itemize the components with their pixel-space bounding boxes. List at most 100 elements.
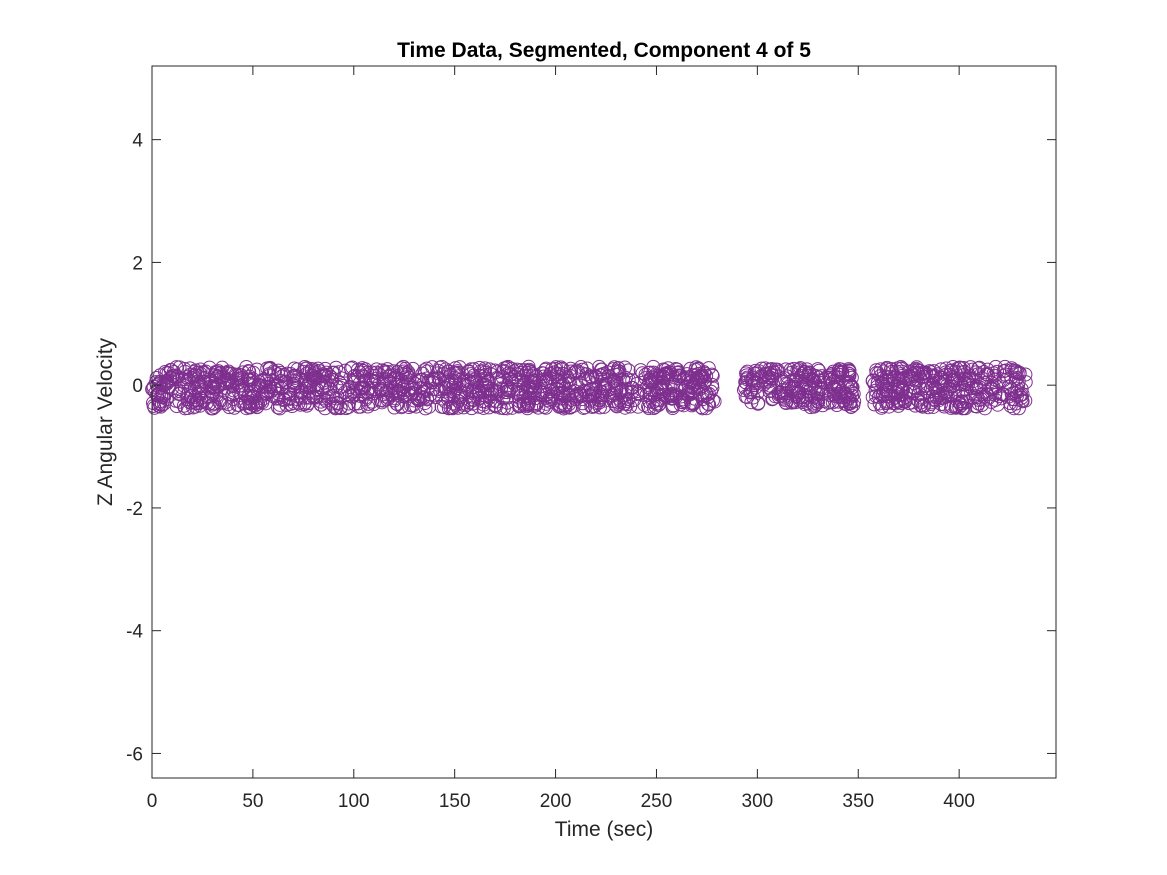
- data-point: [205, 387, 220, 402]
- data-point: [975, 371, 990, 386]
- data-point: [797, 365, 812, 380]
- data-point: [297, 397, 312, 412]
- data-point: [451, 393, 466, 408]
- x-tick-label: 350: [842, 791, 874, 812]
- data-point: [342, 388, 357, 403]
- data-point: [882, 399, 897, 414]
- data-point: [665, 367, 680, 382]
- data-point: [764, 362, 779, 377]
- data-point: [217, 395, 232, 410]
- data-point: [569, 363, 584, 378]
- data-point: [443, 400, 458, 415]
- data-point: [925, 389, 940, 404]
- data-point: [584, 369, 599, 384]
- data-point: [360, 399, 375, 414]
- data-point: [413, 386, 428, 401]
- data-point: [688, 377, 703, 392]
- data-point: [489, 399, 504, 414]
- data-point: [360, 385, 375, 400]
- data-point: [283, 396, 298, 411]
- data-point: [558, 381, 573, 396]
- data-point: [895, 361, 910, 376]
- data-point: [396, 359, 411, 374]
- data-point: [917, 365, 932, 380]
- data-point: [196, 365, 211, 380]
- x-tick-label: 300: [742, 791, 774, 812]
- data-point: [303, 380, 318, 395]
- x-axis-label: Time (sec): [555, 818, 653, 841]
- data-point: [365, 394, 380, 409]
- data-point: [551, 370, 566, 385]
- data-point: [309, 390, 324, 405]
- data-markers: [145, 359, 1033, 416]
- data-point: [369, 365, 384, 380]
- data-point: [612, 397, 627, 412]
- x-tick-label: 100: [338, 791, 370, 812]
- data-point: [389, 386, 404, 401]
- data-point: [737, 383, 751, 398]
- data-point: [355, 361, 370, 376]
- data-point: [830, 375, 845, 390]
- data-point: [290, 362, 305, 377]
- data-point: [197, 374, 212, 389]
- y-tick-label: -2: [126, 499, 143, 520]
- data-point: [177, 378, 192, 393]
- data-point: [822, 395, 837, 410]
- data-point: [1008, 365, 1023, 380]
- data-point: [543, 394, 558, 409]
- data-point: [460, 374, 475, 389]
- data-point: [520, 397, 535, 412]
- data-point: [298, 361, 313, 376]
- data-point: [499, 382, 514, 397]
- data-point: [219, 365, 234, 380]
- data-point: [336, 378, 351, 393]
- data-point: [950, 376, 965, 391]
- data-point: [171, 386, 186, 401]
- data-point: [283, 386, 298, 401]
- data-point: [193, 395, 208, 410]
- data-point: [507, 364, 522, 379]
- data-point: [307, 365, 322, 380]
- data-point: [988, 359, 1003, 374]
- data-point: [299, 398, 314, 413]
- data-point: [187, 381, 202, 396]
- data-point: [304, 361, 319, 376]
- data-point: [680, 388, 695, 403]
- data-point: [689, 360, 704, 375]
- data-point: [536, 369, 551, 384]
- data-point: [153, 399, 168, 414]
- data-point: [976, 364, 991, 379]
- data-point: [609, 383, 624, 398]
- data-point: [595, 385, 610, 400]
- data-point: [629, 376, 644, 391]
- y-tick-label: 2: [132, 253, 143, 274]
- data-point: [650, 396, 665, 411]
- data-point: [695, 401, 710, 416]
- data-point: [994, 391, 1009, 406]
- y-tick-label: 0: [132, 376, 143, 397]
- data-point: [405, 385, 420, 400]
- data-point: [569, 379, 584, 394]
- data-point: [464, 362, 479, 377]
- data-point: [314, 381, 329, 396]
- x-tick-label: 250: [641, 791, 673, 812]
- data-point: [186, 400, 201, 415]
- data-point: [462, 392, 477, 407]
- data-point: [208, 372, 223, 387]
- data-point: [786, 381, 801, 396]
- data-point: [412, 389, 427, 404]
- data-point: [553, 385, 568, 400]
- data-point: [807, 398, 822, 413]
- data-point: [958, 401, 973, 416]
- data-point: [366, 397, 381, 412]
- data-point: [802, 365, 817, 380]
- data-point: [500, 390, 515, 405]
- data-point: [234, 368, 249, 383]
- data-point: [206, 380, 221, 395]
- data-point: [749, 366, 764, 381]
- data-point: [758, 375, 773, 390]
- data-point: [784, 395, 799, 410]
- data-point: [979, 387, 994, 402]
- data-point: [328, 391, 343, 406]
- data-point: [231, 375, 246, 390]
